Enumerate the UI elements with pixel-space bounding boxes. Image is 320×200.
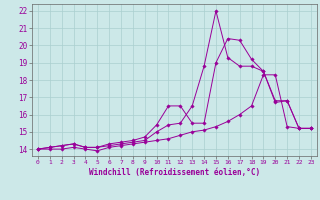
X-axis label: Windchill (Refroidissement éolien,°C): Windchill (Refroidissement éolien,°C) (89, 168, 260, 177)
